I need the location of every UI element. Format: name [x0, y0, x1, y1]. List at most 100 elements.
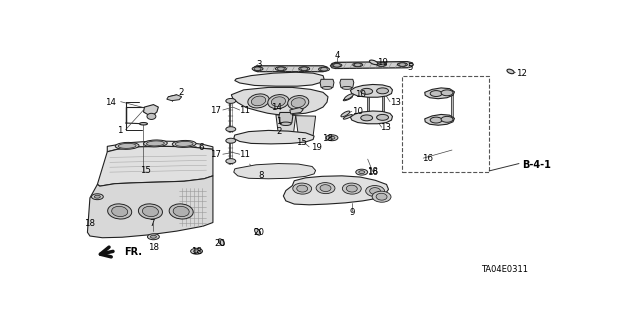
- Text: 19: 19: [310, 143, 321, 152]
- Polygon shape: [296, 116, 316, 136]
- Ellipse shape: [111, 206, 128, 217]
- Text: 3: 3: [256, 60, 262, 69]
- Ellipse shape: [175, 141, 193, 146]
- Ellipse shape: [372, 191, 391, 202]
- Polygon shape: [167, 95, 182, 101]
- Polygon shape: [425, 88, 454, 99]
- Circle shape: [361, 88, 372, 94]
- Polygon shape: [350, 85, 392, 97]
- Circle shape: [329, 136, 335, 139]
- Ellipse shape: [353, 63, 363, 67]
- Ellipse shape: [169, 204, 193, 219]
- Ellipse shape: [252, 67, 263, 71]
- Text: 4: 4: [334, 51, 340, 61]
- Text: 18: 18: [148, 243, 159, 252]
- Circle shape: [326, 135, 338, 141]
- Polygon shape: [235, 72, 324, 86]
- Text: 14: 14: [271, 102, 282, 112]
- Text: 19: 19: [376, 58, 387, 67]
- Text: 1: 1: [276, 117, 282, 126]
- Circle shape: [441, 116, 453, 122]
- Circle shape: [254, 67, 261, 70]
- Text: 9: 9: [349, 208, 355, 217]
- Circle shape: [378, 63, 385, 66]
- Text: 5: 5: [408, 63, 413, 72]
- Polygon shape: [425, 115, 454, 125]
- Polygon shape: [234, 130, 314, 144]
- Ellipse shape: [342, 183, 361, 194]
- Text: 18: 18: [84, 219, 95, 228]
- Circle shape: [277, 67, 284, 70]
- Polygon shape: [143, 105, 158, 115]
- Ellipse shape: [271, 97, 285, 107]
- Text: 11: 11: [239, 106, 250, 115]
- Circle shape: [376, 88, 388, 94]
- Circle shape: [226, 159, 236, 164]
- Ellipse shape: [268, 95, 289, 109]
- Text: 13: 13: [380, 123, 391, 132]
- Polygon shape: [276, 115, 296, 135]
- Ellipse shape: [320, 185, 331, 191]
- Circle shape: [150, 235, 156, 238]
- Circle shape: [301, 67, 308, 70]
- Ellipse shape: [292, 183, 312, 194]
- Polygon shape: [330, 62, 413, 69]
- Ellipse shape: [343, 115, 353, 119]
- Ellipse shape: [218, 239, 225, 246]
- Ellipse shape: [288, 96, 308, 110]
- Circle shape: [376, 115, 388, 120]
- Ellipse shape: [319, 67, 330, 71]
- Ellipse shape: [332, 63, 342, 67]
- Ellipse shape: [118, 143, 136, 148]
- Ellipse shape: [316, 182, 335, 194]
- Circle shape: [430, 117, 442, 123]
- Polygon shape: [350, 111, 392, 124]
- Text: 2: 2: [276, 127, 282, 136]
- Text: 18: 18: [322, 135, 333, 144]
- Ellipse shape: [172, 140, 196, 147]
- Text: 17: 17: [211, 151, 221, 160]
- Text: 18: 18: [367, 167, 378, 176]
- Text: 20: 20: [253, 228, 264, 237]
- Polygon shape: [231, 87, 328, 115]
- Polygon shape: [284, 176, 388, 205]
- Ellipse shape: [252, 96, 266, 106]
- Circle shape: [226, 127, 236, 132]
- Text: 1: 1: [116, 126, 122, 135]
- Text: 15: 15: [296, 138, 307, 147]
- Polygon shape: [108, 141, 213, 152]
- Text: 6: 6: [198, 143, 204, 152]
- Ellipse shape: [297, 185, 308, 192]
- Polygon shape: [97, 146, 213, 186]
- Text: TA04E0311: TA04E0311: [481, 265, 527, 274]
- Circle shape: [147, 234, 159, 240]
- Text: 20: 20: [214, 239, 225, 248]
- Text: 12: 12: [516, 69, 527, 78]
- Ellipse shape: [173, 206, 189, 217]
- Text: 10: 10: [352, 108, 363, 116]
- Ellipse shape: [147, 141, 164, 146]
- Ellipse shape: [376, 63, 387, 66]
- Ellipse shape: [397, 63, 408, 66]
- Ellipse shape: [346, 185, 357, 192]
- Text: 11: 11: [239, 151, 250, 160]
- Ellipse shape: [299, 67, 310, 71]
- Ellipse shape: [291, 98, 305, 108]
- Ellipse shape: [280, 122, 291, 125]
- Ellipse shape: [138, 204, 163, 219]
- Polygon shape: [234, 164, 316, 179]
- Circle shape: [361, 115, 372, 121]
- Circle shape: [355, 63, 361, 67]
- Ellipse shape: [248, 94, 269, 108]
- Circle shape: [92, 194, 103, 200]
- Polygon shape: [88, 176, 213, 238]
- Polygon shape: [290, 108, 303, 114]
- Circle shape: [356, 169, 367, 175]
- Ellipse shape: [370, 188, 381, 195]
- Polygon shape: [279, 113, 292, 123]
- Text: 16: 16: [422, 154, 433, 163]
- Ellipse shape: [143, 140, 167, 147]
- Ellipse shape: [343, 96, 353, 101]
- Circle shape: [430, 91, 442, 96]
- Ellipse shape: [376, 193, 387, 200]
